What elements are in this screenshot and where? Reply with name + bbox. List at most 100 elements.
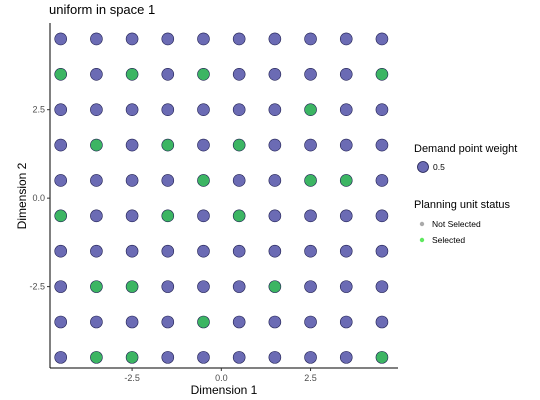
demand-point <box>161 315 175 329</box>
demand-point <box>232 103 246 116</box>
legend-weight-label: 0.5 <box>433 162 445 172</box>
demand-point <box>232 68 246 81</box>
demand-point <box>339 280 353 293</box>
demand-point <box>375 138 389 152</box>
demand-point <box>339 244 353 258</box>
demand-point <box>125 138 139 152</box>
demand-point <box>90 315 103 329</box>
demand-point <box>54 315 68 329</box>
demand-point <box>161 244 175 258</box>
legend-weight-swatch <box>417 161 429 173</box>
demand-point <box>90 244 103 258</box>
selected-point <box>197 68 210 81</box>
demand-point <box>232 174 246 187</box>
demand-point <box>161 68 175 81</box>
selected-point <box>339 174 353 187</box>
legend-not-selected-swatch <box>419 221 425 227</box>
demand-point <box>268 315 282 329</box>
demand-point <box>197 103 210 116</box>
y-axis-ticks: -2.5 0.0 2.5 <box>29 105 50 292</box>
demand-point <box>268 244 282 258</box>
demand-point <box>339 138 353 152</box>
demand-point <box>125 244 139 258</box>
demand-point <box>54 351 68 364</box>
x-axis-ticks: -2.5 0.0 2.5 <box>124 368 317 383</box>
demand-point <box>54 244 68 258</box>
legend-status-title: Planning unit status <box>414 199 511 211</box>
demand-point <box>54 138 68 152</box>
selected-point <box>90 280 103 293</box>
legend: Demand point weight 0.5 Planning unit st… <box>414 143 517 245</box>
legend-selected-swatch <box>419 237 425 243</box>
x-tick-label: -2.5 <box>124 373 140 383</box>
demand-point <box>375 209 389 223</box>
demand-point <box>268 103 282 116</box>
legend-not-selected-label: Not Selected <box>432 219 481 229</box>
demand-point <box>304 209 317 223</box>
selected-point <box>375 351 389 364</box>
x-axis-title: Dimension 1 <box>191 383 258 397</box>
demand-point <box>125 174 139 187</box>
demand-point <box>268 138 282 152</box>
demand-point <box>304 351 317 364</box>
demand-point <box>161 174 175 187</box>
demand-point <box>339 68 353 81</box>
demand-point <box>125 315 139 329</box>
selected-point <box>375 68 389 81</box>
demand-point <box>375 244 389 258</box>
demand-point <box>197 32 210 46</box>
y-tick-label: -2.5 <box>29 282 45 292</box>
selected-point <box>197 315 210 329</box>
demand-point <box>197 351 210 364</box>
demand-point <box>375 174 389 187</box>
demand-point <box>197 244 210 258</box>
demand-point <box>268 351 282 364</box>
demand-point <box>125 32 139 46</box>
demand-point <box>268 174 282 187</box>
plot-points <box>54 32 389 364</box>
demand-point <box>375 32 389 46</box>
demand-point <box>161 280 175 293</box>
demand-point <box>90 68 103 81</box>
demand-point <box>232 315 246 329</box>
demand-point <box>90 32 103 46</box>
demand-point <box>197 280 210 293</box>
demand-point <box>339 209 353 223</box>
x-tick-label: 2.5 <box>304 373 317 383</box>
selected-point <box>125 280 139 293</box>
demand-point <box>90 209 103 223</box>
demand-point <box>339 315 353 329</box>
demand-point <box>54 174 68 187</box>
demand-point <box>375 103 389 116</box>
demand-point <box>304 315 317 329</box>
x-tick-label: 0.0 <box>215 373 228 383</box>
demand-point <box>232 244 246 258</box>
demand-point <box>304 68 317 81</box>
demand-point <box>375 280 389 293</box>
selected-point <box>125 351 139 364</box>
demand-point <box>90 103 103 116</box>
selected-point <box>197 174 210 187</box>
demand-point <box>304 32 317 46</box>
selected-point <box>90 138 103 152</box>
demand-point <box>232 280 246 293</box>
demand-point <box>304 280 317 293</box>
selected-point <box>268 280 282 293</box>
demand-point <box>339 351 353 364</box>
demand-point <box>54 280 68 293</box>
selected-point <box>232 138 246 152</box>
selected-point <box>125 68 139 81</box>
selected-point <box>90 351 103 364</box>
selected-point <box>304 174 317 187</box>
demand-point <box>125 209 139 223</box>
demand-point <box>197 138 210 152</box>
selected-point <box>232 209 246 223</box>
demand-point <box>375 315 389 329</box>
demand-point <box>339 32 353 46</box>
demand-point <box>161 32 175 46</box>
selected-point <box>161 209 175 223</box>
demand-point <box>339 103 353 116</box>
demand-point <box>304 138 317 152</box>
demand-point <box>161 103 175 116</box>
